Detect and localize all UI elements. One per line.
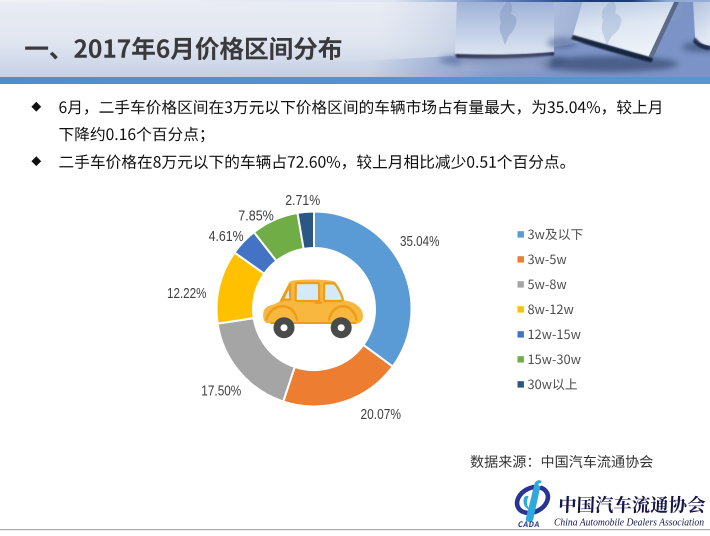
svg-text:12.22%: 12.22% (167, 286, 207, 302)
svg-text:China Automobile Dealers Assoc: China Automobile Dealers Association (554, 518, 704, 529)
svg-text:2.71%: 2.71% (285, 193, 320, 209)
svg-text:20.07%: 20.07% (361, 407, 402, 423)
svg-text:7.85%: 7.85% (238, 209, 274, 225)
svg-text:17.50%: 17.50% (201, 384, 241, 400)
svg-text:35.04%: 35.04% (400, 234, 440, 250)
svg-text:4.61%: 4.61% (209, 229, 244, 245)
